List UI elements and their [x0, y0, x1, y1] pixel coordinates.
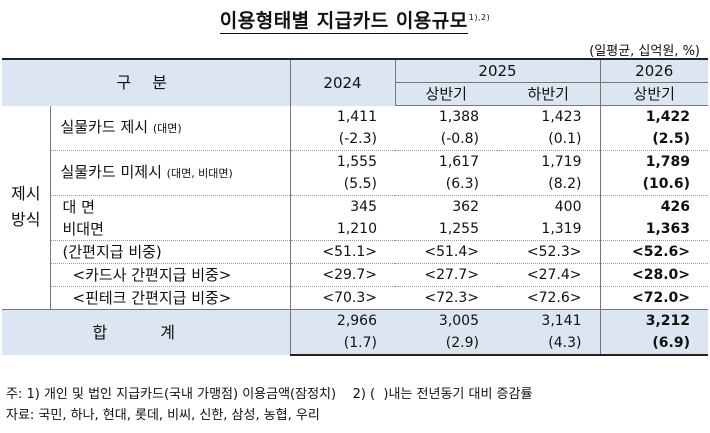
table-row: (-2.3) (-0.8) (0.1) (2.5)	[2, 128, 708, 151]
cell: (2.9)	[395, 332, 497, 356]
table-row: (간편지급 비중) <51.1> <51.4> <52.3> <52.6>	[2, 240, 708, 264]
cell: 1,719	[497, 150, 600, 173]
cell: (2.5)	[599, 128, 708, 151]
side-label-line1: 제시	[11, 184, 41, 204]
row-label-simple-pay: (간편지급 비중)	[50, 240, 290, 264]
cell: 3,005	[395, 309, 497, 332]
cell: (8.2)	[548, 176, 582, 192]
header-row-2: 상반기 하반기 상반기	[2, 82, 708, 106]
table-row: (1.7) (2.9) (4.3) (6.9)	[2, 332, 708, 356]
cell: 1,423	[541, 109, 582, 125]
cell: 1,422	[599, 105, 708, 128]
header-2026: 2026	[599, 58, 708, 83]
cell: <72.6>	[497, 286, 600, 310]
header-2025-h2: 하반기	[497, 82, 600, 106]
row-label-fintech-simple: <핀테크 간편지급 비중>	[50, 286, 290, 310]
row-label-physical-present: 실물카드 제시 (대면)	[50, 106, 290, 151]
table-row: 대 면 345 362 400 426	[2, 195, 708, 218]
cell: 1,617	[395, 150, 497, 173]
title-text: 이용형태별 지급카드 이용규모	[219, 10, 468, 34]
cell: <51.1>	[289, 240, 395, 264]
row-label-physical-absent: 실물카드 미제시 (대면, 비대면)	[50, 150, 290, 196]
cell: 1,789	[599, 150, 708, 173]
header-2025: 2025	[394, 58, 600, 83]
table-title: 이용형태별 지급카드 이용규모1),2)	[0, 6, 710, 34]
cell: 3,212	[599, 309, 708, 332]
header-2026-h1: 상반기	[599, 82, 708, 106]
cell: 1,363	[599, 218, 708, 241]
row-label-face: 대 면	[50, 195, 290, 218]
cell: 1,255	[438, 221, 479, 237]
header-row-1: 구 분 2024 2025 2026	[2, 58, 708, 106]
cell: 345	[289, 195, 395, 218]
table-row: 합 계 2,966 3,005 3,141 3,212	[2, 309, 708, 355]
cell: 1,411	[289, 105, 395, 128]
header-2025-h1: 상반기	[394, 82, 497, 106]
cell: 1,319	[541, 221, 582, 237]
row-label-nonface: 비대면	[62, 220, 104, 238]
cell: <52.3>	[497, 240, 600, 264]
label-note: (대면)	[152, 121, 182, 135]
cell: <28.0>	[599, 263, 708, 287]
cell: <72.3>	[395, 286, 497, 310]
cell: 426	[599, 195, 708, 218]
table-row: (5.5) (6.3) (8.2) (10.6)	[2, 173, 708, 196]
table-row: 비대면 1,210 1,255 1,319 1,363	[2, 218, 708, 241]
cell: (5.5)	[289, 173, 395, 196]
cell: (-0.8)	[440, 131, 479, 147]
table-row: <카드사 간편지급 비중> <29.7> <27.7> <27.4> <28.0…	[2, 263, 708, 287]
table-row: <핀테크 간편지급 비중> <70.3> <72.3> <72.6> <72.0…	[2, 286, 708, 310]
label-text: 실물카드 미제시	[60, 163, 162, 181]
cell: <27.4>	[497, 263, 600, 287]
label-text: 실물카드 제시	[60, 117, 149, 136]
cell: 1,210	[289, 218, 395, 241]
cell: 1,555	[289, 150, 395, 173]
footnote-line-1: 주: 1) 개인 및 법인 지급카드(국내 가맹점) 이용금액(잠정치) 2) …	[6, 387, 533, 402]
cell: (6.9)	[599, 332, 708, 356]
side-label-line2: 방식	[11, 210, 41, 230]
header-2024: 2024	[289, 58, 395, 106]
cell: <27.7>	[395, 263, 497, 287]
cell: (1.7)	[289, 332, 395, 356]
table-row: 실물카드 미제시 (대면, 비대면) 1,555 1,617 1,719 1,7…	[2, 150, 708, 196]
unit-label: (일평균, 십억원, %)	[589, 44, 700, 59]
cell: (-2.3)	[289, 128, 395, 151]
cell: 400	[497, 195, 600, 218]
cell: (6.3)	[445, 176, 479, 192]
row-label-card-simple: <카드사 간편지급 비중>	[50, 263, 290, 287]
cell: 3,141	[497, 309, 600, 332]
cell: 1,388	[438, 109, 479, 125]
cell: <51.4>	[395, 240, 497, 264]
footnote-line-2: 자료: 국민, 하나, 현대, 롯데, 비씨, 신한, 삼성, 농협, 우리	[6, 408, 320, 423]
header-category: 구 분	[2, 58, 290, 106]
label-note: (대면, 비대면)	[166, 167, 233, 180]
cell: (0.1)	[548, 131, 582, 147]
footnotes: 주: 1) 개인 및 법인 지급카드(국내 가맹점) 이용금액(잠정치) 2) …	[6, 384, 532, 426]
cell: 2,966	[289, 309, 395, 332]
cell: 362	[395, 195, 497, 218]
cell: (10.6)	[599, 173, 708, 196]
row-label-total: 합 계	[2, 309, 290, 355]
title-footnote-mark: 1),2)	[468, 12, 491, 22]
cell: <72.0>	[599, 286, 708, 310]
cell: (4.3)	[497, 332, 600, 356]
cell: <52.6>	[599, 240, 708, 264]
cell: <70.3>	[289, 286, 395, 310]
cell: <29.7>	[289, 263, 395, 287]
